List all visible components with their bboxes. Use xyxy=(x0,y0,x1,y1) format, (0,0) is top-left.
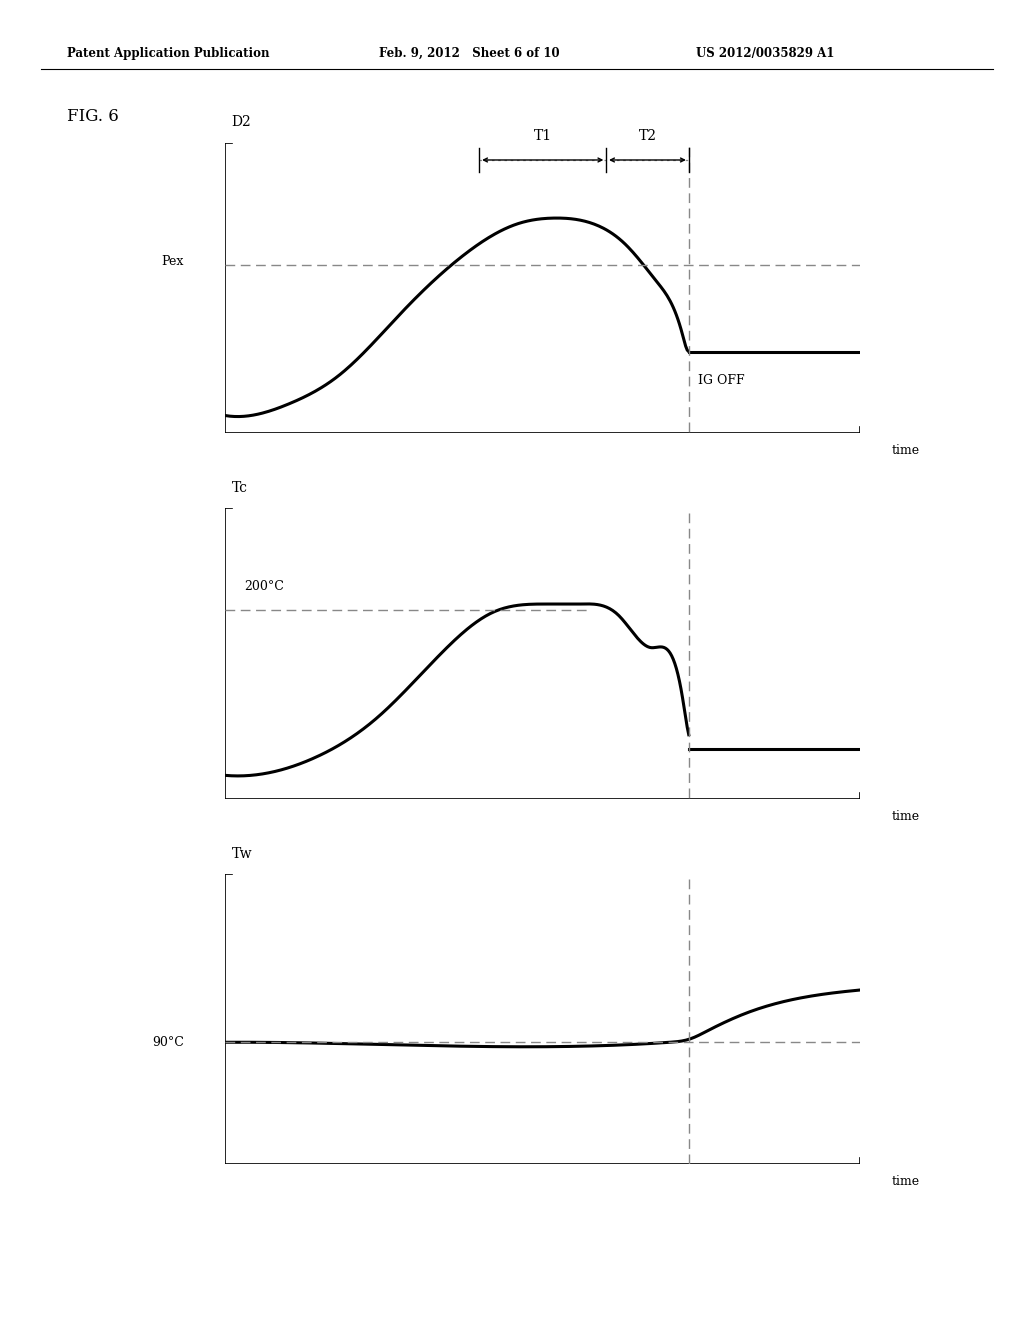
Text: time: time xyxy=(892,1175,920,1188)
Text: T2: T2 xyxy=(639,128,656,143)
Text: US 2012/0035829 A1: US 2012/0035829 A1 xyxy=(696,46,835,59)
Text: FIG. 6: FIG. 6 xyxy=(67,108,119,125)
Text: Patent Application Publication: Patent Application Publication xyxy=(67,46,269,59)
Text: time: time xyxy=(892,444,920,457)
Text: Feb. 9, 2012   Sheet 6 of 10: Feb. 9, 2012 Sheet 6 of 10 xyxy=(379,46,559,59)
Text: time: time xyxy=(892,809,920,822)
Text: D2: D2 xyxy=(231,115,251,129)
Text: T1: T1 xyxy=(534,128,552,143)
Text: 90°C: 90°C xyxy=(153,1036,184,1049)
Text: Tc: Tc xyxy=(231,480,248,495)
Text: Pex: Pex xyxy=(162,255,184,268)
Text: IG OFF: IG OFF xyxy=(698,374,744,387)
Text: 200°C: 200°C xyxy=(245,579,285,593)
Text: Tw: Tw xyxy=(231,846,252,861)
